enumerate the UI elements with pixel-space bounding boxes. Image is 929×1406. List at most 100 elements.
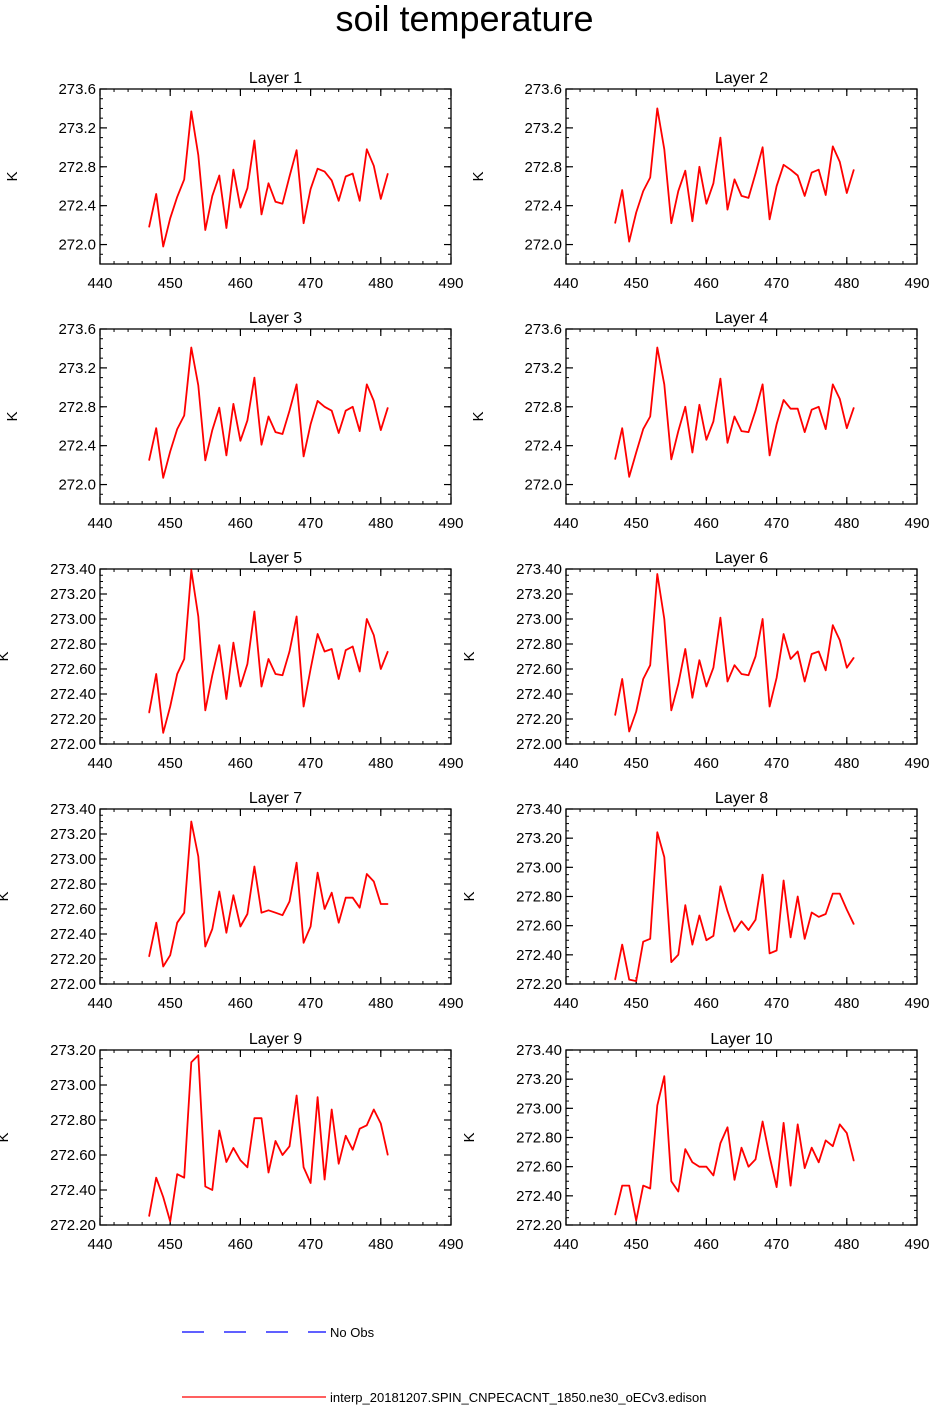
data-point [726,208,729,211]
data-point [302,942,305,944]
data-point [698,1166,700,1168]
data-point [825,913,827,915]
data-point [691,1161,693,1163]
data-point [183,414,185,417]
data-point [754,1158,757,1160]
y-tick-label: 273.2 [58,360,96,377]
data-point [698,914,700,917]
data-point [218,174,220,177]
data-point [677,430,679,432]
data-point [790,169,792,171]
y-tick-label: 272.60 [50,1147,96,1164]
y-tick-label: 272.00 [50,976,96,993]
data-point [761,618,764,620]
series-line-soil-temperature [148,1054,389,1223]
data-point [614,714,616,716]
data-point [663,148,665,150]
y-tick-label: 273.6 [524,321,562,338]
data-point [853,169,855,171]
y-axis-label: K [461,1132,478,1142]
y-tick-label: 272.00 [516,736,562,753]
data-point [218,1129,220,1132]
data-point [345,649,347,651]
data-point [733,415,736,418]
data-point [176,922,178,924]
x-tick-label: 470 [298,515,323,532]
data-point [288,650,291,653]
data-point [295,1094,298,1097]
x-tick-label: 450 [158,995,183,1012]
data-point [281,914,284,916]
data-point [246,419,249,421]
x-tick-label: 460 [228,515,253,532]
data-point [614,458,616,460]
y-tick-label: 273.20 [516,830,562,847]
y-axis-label: K [461,891,478,901]
x-tick-label: 450 [624,995,649,1012]
data-point [726,442,729,444]
x-tick-label: 470 [764,1236,789,1253]
data-point [281,203,284,205]
y-tick-label: 272.0 [524,237,562,254]
data-point [783,633,785,635]
data-point [747,674,750,676]
y-tick-label: 272.60 [516,661,562,678]
data-point [274,673,277,675]
chart-panel-layer-5: Layer 5 440 450 460 470 480 490 272.00 272.20 272… [0,550,464,772]
data-point [670,709,672,711]
x-tick-label: 490 [904,1236,929,1253]
data-point [719,377,722,380]
y-tick-label: 272.0 [58,237,96,254]
data-point [281,433,284,435]
data-point [691,220,693,222]
data-point [204,229,206,231]
data-point [176,1173,178,1175]
data-point [761,146,764,148]
data-point [345,175,347,178]
data-point [628,730,630,733]
data-point [649,415,651,418]
y-axis-label: K [4,171,21,181]
data-point [790,1185,792,1187]
data-point [239,925,241,928]
plot-frame [99,568,452,745]
x-tick-label: 470 [764,755,789,772]
data-point [790,936,792,938]
chart-panel-layer-6: Layer 6 440 450 460 470 480 490 272.00 272.20 272… [461,550,929,772]
data-point [366,1124,368,1126]
data-point [825,194,827,196]
data-point [155,193,157,195]
x-tick-label: 440 [553,995,578,1012]
x-tick-label: 440 [553,755,578,772]
data-point [621,1185,623,1187]
data-point [804,195,806,197]
data-point [811,911,813,914]
y-tick-label: 272.8 [524,159,562,176]
y-axis-label: K [470,171,487,181]
y-tick-label: 273.40 [516,1042,562,1059]
data-point [155,1177,157,1179]
data-point [352,406,354,408]
x-tick-label: 450 [624,275,649,292]
x-tick-label: 490 [438,995,463,1012]
data-point [656,1104,658,1107]
y-tick-label: 272.8 [524,399,562,416]
data-point [352,645,354,648]
data-point [740,195,743,197]
data-point [317,168,319,170]
legend-solid-line-swatch [182,1396,326,1398]
y-tick-label: 272.80 [516,1130,562,1147]
data-point [670,961,672,963]
data-point [359,907,361,909]
x-tick-label: 450 [624,515,649,532]
data-point [797,408,799,410]
data-point [197,154,199,156]
y-tick-label: 272.40 [50,686,96,703]
y-tick-label: 272.20 [516,1217,562,1234]
y-tick-label: 273.2 [524,360,562,377]
data-point [642,190,644,192]
data-point [246,187,249,189]
data-point [211,195,213,197]
y-tick-label: 272.20 [50,711,96,728]
